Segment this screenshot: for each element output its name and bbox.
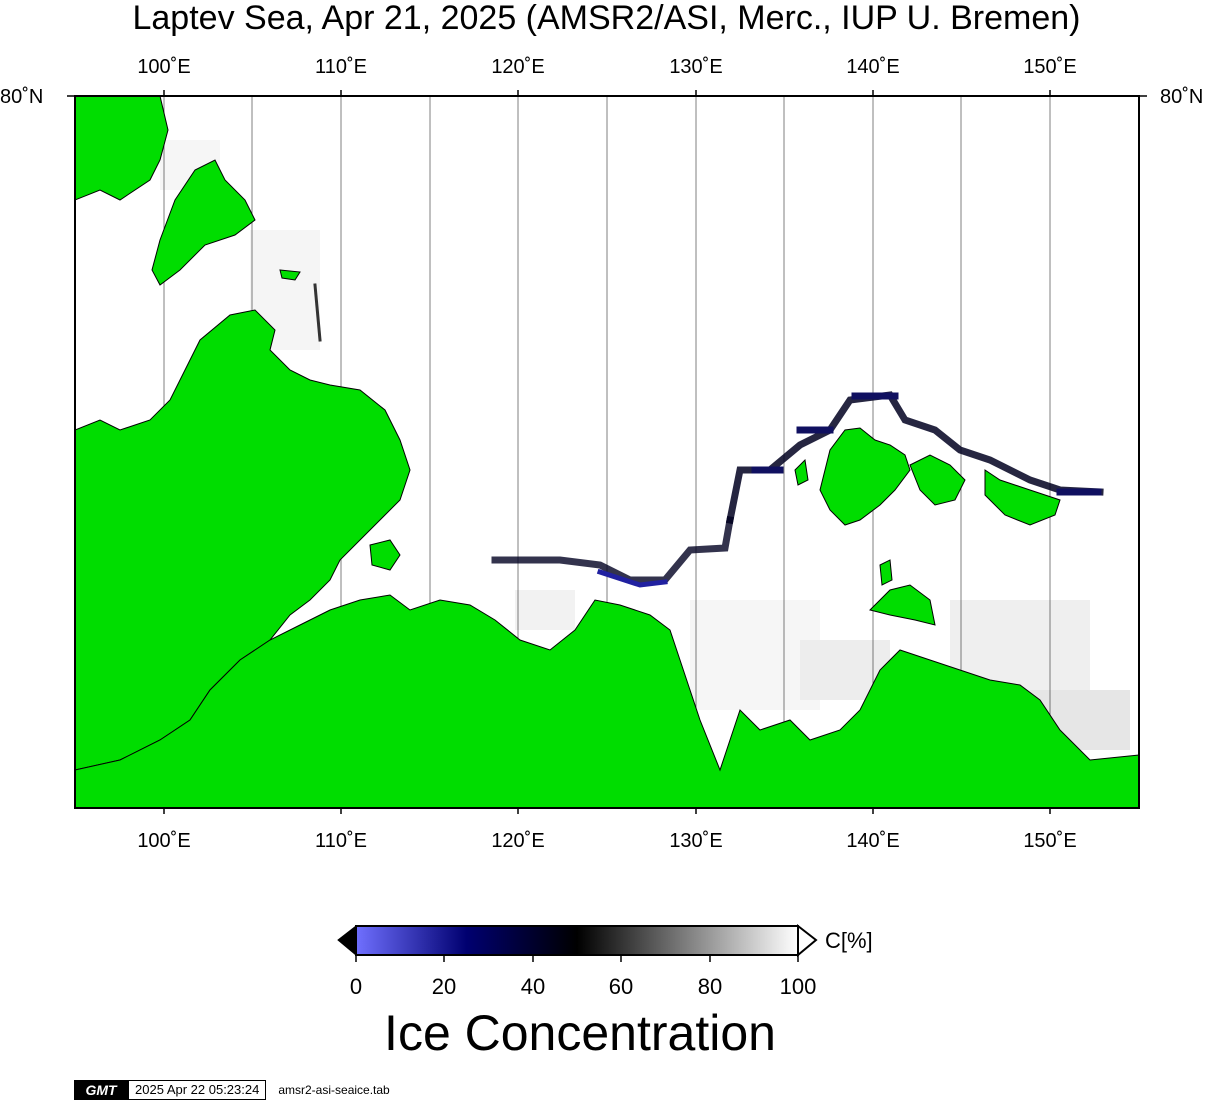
- lon-label-bottom-150: 150˚E: [1023, 830, 1077, 852]
- map-title: Laptev Sea, Apr 21, 2025 (AMSR2/ASI, Mer…: [132, 0, 1081, 37]
- lon-label-top-110: 110˚E: [315, 56, 367, 78]
- bolshevik-island: [151, 159, 256, 286]
- lon-label-bottom-100: 100˚E: [137, 830, 191, 852]
- severnaya-zemlya: [75, 96, 169, 201]
- gmt-logo: GMT: [74, 1080, 128, 1100]
- mainland-coast: [75, 594, 1139, 808]
- lon-label-top-120: 120˚E: [491, 56, 545, 78]
- small-island-3: [279, 269, 301, 281]
- gmt-timestamp: GMT 2025 Apr 22 05:23:24 amsr2-asi-seaic…: [74, 1080, 390, 1100]
- colorbar-tick-60: 60: [608, 974, 634, 999]
- small-island-2: [879, 559, 893, 586]
- colorbar-unit: C[%]: [825, 928, 873, 953]
- colorbar-tick-0: 0: [349, 974, 363, 999]
- small-island-4: [794, 458, 809, 486]
- colorbar-over-triangle: [797, 923, 818, 958]
- lon-label-bottom-110: 110˚E: [315, 830, 367, 852]
- land: [75, 96, 1139, 808]
- lon-label-bottom-140: 140˚E: [846, 830, 900, 852]
- lon-label-bottom-130: 130˚E: [669, 830, 723, 852]
- kotelny-island: [819, 427, 911, 526]
- frame-ticks: [67, 90, 1147, 814]
- small-island-1: [369, 539, 401, 571]
- colorbar-ticks: [355, 955, 799, 962]
- colorbar-under-triangle: [337, 924, 357, 957]
- colorbar-gradient: [355, 925, 799, 956]
- ice-edge: [313, 283, 1104, 588]
- stamp-file: amsr2-asi-seaice.tab: [278, 1083, 390, 1097]
- map-frame: [74, 95, 1140, 809]
- new-siberia-island: [909, 454, 966, 506]
- stamp-time: 2025 Apr 22 05:23:24: [128, 1080, 267, 1100]
- lon-label-top-130: 130˚E: [669, 56, 723, 78]
- lat-label-left: 80˚N: [0, 86, 44, 108]
- lat-label-right: 80˚N: [1160, 86, 1204, 108]
- lyakhovsky-island: [869, 584, 936, 626]
- faddeyevsky-island: [984, 469, 1061, 526]
- colorbar-title: Ice Concentration: [384, 1005, 776, 1061]
- colorbar-tick-100: 100: [779, 974, 817, 999]
- colorbar-tick-40: 40: [520, 974, 546, 999]
- lon-label-top-150: 150˚E: [1023, 56, 1077, 78]
- lon-label-top-140: 140˚E: [846, 56, 900, 78]
- colorbar-tick-20: 20: [431, 974, 457, 999]
- lon-label-top-100: 100˚E: [137, 56, 191, 78]
- colorbar-tick-80: 80: [697, 974, 723, 999]
- lon-label-bottom-120: 120˚E: [491, 830, 545, 852]
